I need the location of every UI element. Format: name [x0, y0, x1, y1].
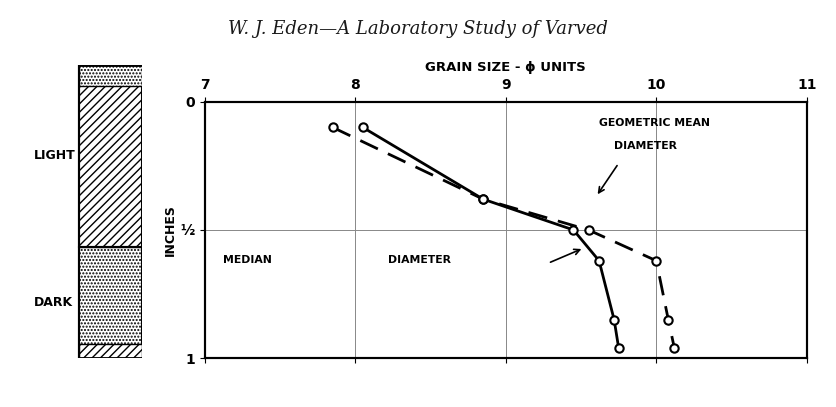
Text: LIGHT: LIGHT — [33, 149, 75, 162]
Text: W. J. Eden—A Laboratory Study of Varved: W. J. Eden—A Laboratory Study of Varved — [228, 20, 608, 38]
X-axis label: GRAIN SIZE - ϕ UNITS: GRAIN SIZE - ϕ UNITS — [426, 61, 586, 74]
Text: DIAMETER: DIAMETER — [614, 141, 677, 151]
Text: MEDIAN: MEDIAN — [223, 255, 272, 265]
Text: DIAMETER: DIAMETER — [389, 255, 451, 265]
Y-axis label: INCHES: INCHES — [164, 204, 176, 256]
Bar — [79, 65, 142, 85]
Bar — [79, 344, 142, 358]
Bar — [79, 65, 142, 247]
Bar — [79, 247, 142, 358]
Text: DARK: DARK — [33, 296, 73, 309]
Text: GEOMETRIC MEAN: GEOMETRIC MEAN — [599, 118, 710, 128]
